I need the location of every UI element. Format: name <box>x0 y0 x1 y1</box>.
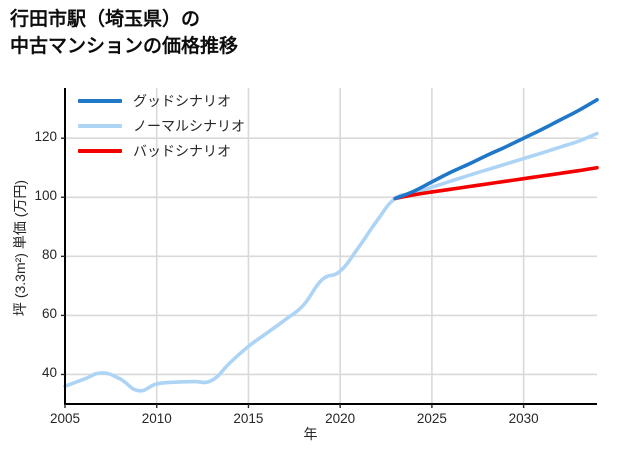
y-tick-label: 120 <box>34 129 57 145</box>
y-tick-marks <box>61 137 65 376</box>
x-tick-label: 2030 <box>508 411 539 426</box>
series-line <box>63 131 599 393</box>
plot-background <box>65 88 597 404</box>
legend-item-label: バッドシナリオ <box>133 142 231 159</box>
chart-title: 行田市駅（埼玉県）の 中古マンションの価格推移 <box>10 9 239 57</box>
legend-item-label: グッドシナリオ <box>133 92 231 109</box>
y-tick-label: 80 <box>41 247 57 263</box>
y-axis-label: 坪 (3.3m²) 単価 (万円) <box>12 179 28 317</box>
y-axis-label-wrap: 坪 (3.3m²) 単価 (万円) <box>0 0 32 465</box>
legend-item[interactable]: バッドシナリオ <box>78 138 245 163</box>
x-gridlines <box>155 88 525 404</box>
legend-swatch-line-icon <box>78 148 122 153</box>
x-tick-label: 2015 <box>233 411 264 426</box>
y-tick-label: 100 <box>34 188 57 204</box>
data-series-group <box>63 98 599 393</box>
x-tick-marks <box>64 404 525 408</box>
chart-legend: グッドシナリオ ノーマルシナリオ バッドシナリオ <box>78 88 245 163</box>
legend-item[interactable]: ノーマルシナリオ <box>78 113 245 138</box>
x-tick-label: 2005 <box>49 411 81 426</box>
legend-item[interactable]: グッドシナリオ <box>78 88 245 113</box>
series-line <box>393 98 599 201</box>
legend-swatch-line-icon <box>78 98 122 103</box>
legend-item-label: ノーマルシナリオ <box>133 117 245 134</box>
y-tick-label: 60 <box>41 306 57 322</box>
y-tick-label: 40 <box>41 365 57 381</box>
legend-swatch-line-icon <box>78 123 122 128</box>
y-gridlines <box>65 137 597 376</box>
x-tick-label: 2020 <box>325 411 356 426</box>
x-axis-label: 年 <box>303 426 318 442</box>
x-tick-label: 2010 <box>141 411 172 426</box>
series-line <box>393 165 599 201</box>
x-tick-label: 2025 <box>416 411 447 426</box>
